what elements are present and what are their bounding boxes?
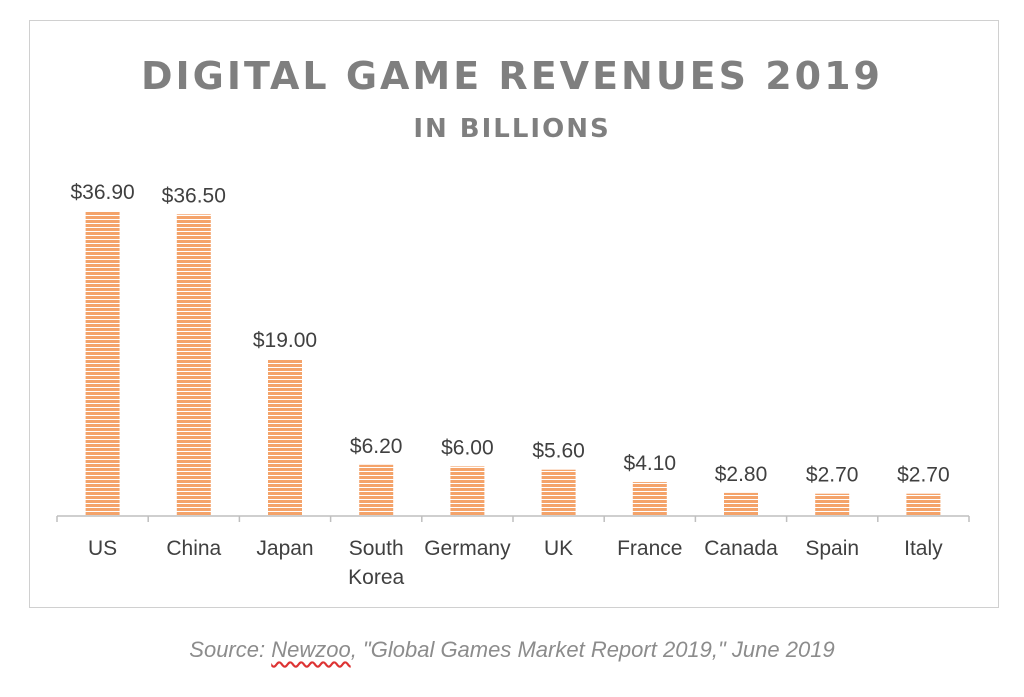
data-label: $6.20 (350, 435, 403, 458)
data-label: $2.70 (897, 464, 950, 487)
x-tick-label: Italy (904, 537, 943, 560)
data-label: $4.10 (624, 452, 677, 475)
x-tick-label: France (617, 537, 682, 560)
data-label: $19.00 (253, 329, 317, 352)
bar-germany (450, 466, 485, 516)
source-rest: , "Global Games Market Report 2019," Jun… (350, 637, 835, 662)
bar-italy (906, 493, 941, 516)
source-publisher: Newzoo (271, 637, 351, 662)
bar-us (85, 211, 120, 516)
bar-japan (268, 359, 302, 516)
data-label: $6.00 (441, 436, 494, 459)
chart-subtitle: IN BILLIONS (413, 114, 611, 144)
data-label: $5.60 (532, 440, 585, 463)
source-note: Source: Newzoo, "Global Games Market Rep… (0, 637, 1024, 663)
x-tick-label: Germany (424, 537, 511, 560)
bar-canada (724, 492, 758, 516)
x-tick-label: Canada (704, 537, 778, 560)
x-tick-label: China (166, 537, 221, 560)
data-label: $2.80 (715, 463, 768, 486)
bar-china (176, 214, 211, 517)
bar-south-korea (359, 464, 394, 516)
data-label: $36.90 (70, 181, 134, 204)
x-tick-label: US (88, 537, 117, 560)
x-tick-label: Japan (256, 537, 313, 560)
x-tick-label: UK (544, 537, 573, 560)
x-tick-label: Spain (805, 537, 859, 560)
data-label: $2.70 (806, 464, 859, 487)
x-tick-label: Korea (348, 566, 404, 589)
source-prefix: Source: (189, 637, 272, 662)
data-label: $36.50 (162, 184, 226, 207)
bar-uk (541, 469, 576, 516)
x-tick-label: South (349, 537, 404, 560)
chart-title: DIGITAL GAME REVENUES 2019 (141, 54, 883, 98)
bar-spain (815, 493, 850, 516)
bar-france (632, 482, 667, 516)
